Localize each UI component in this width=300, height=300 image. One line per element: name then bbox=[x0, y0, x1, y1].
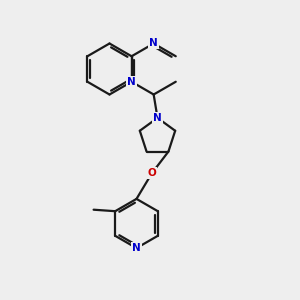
Text: N: N bbox=[153, 113, 162, 123]
Text: N: N bbox=[149, 38, 158, 49]
Text: O: O bbox=[148, 168, 156, 178]
Text: N: N bbox=[127, 77, 136, 87]
Text: N: N bbox=[132, 243, 141, 253]
